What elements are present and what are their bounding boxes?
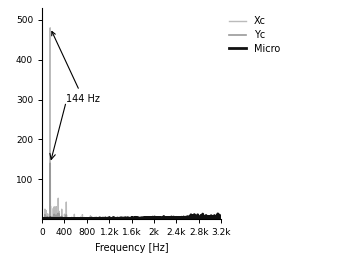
Yc (48, 162, 52, 165)
Micro (77, 217, 81, 220)
Text: 144 Hz: 144 Hz (52, 31, 100, 103)
Xc (181, 217, 185, 220)
Yc (217, 217, 221, 220)
Xc (192, 217, 196, 220)
Yc (219, 218, 223, 221)
Micro (192, 217, 196, 220)
Yc (181, 217, 185, 220)
Xc (154, 217, 158, 220)
Line: Micro: Micro (42, 214, 221, 219)
Xc (203, 218, 207, 221)
Micro (40, 218, 44, 221)
Xc (170, 218, 174, 221)
Yc (192, 218, 196, 221)
Yc (170, 218, 174, 221)
Micro (44, 218, 48, 221)
Yc (40, 218, 44, 221)
Yc (154, 217, 158, 220)
Micro (154, 216, 158, 219)
Line: Xc: Xc (42, 28, 221, 219)
Micro (170, 217, 174, 220)
Legend: Xc, Yc, Micro: Xc, Yc, Micro (225, 12, 284, 58)
Micro (219, 217, 223, 220)
X-axis label: Frequency [Hz]: Frequency [Hz] (95, 243, 168, 253)
Xc (77, 218, 81, 221)
Xc (217, 217, 221, 220)
Micro (181, 217, 185, 220)
Line: Yc: Yc (42, 163, 221, 219)
Micro (217, 217, 221, 220)
Yc (93, 218, 97, 221)
Xc (48, 26, 52, 29)
Yc (77, 217, 81, 220)
Xc (219, 218, 223, 221)
Xc (40, 218, 44, 221)
Micro (216, 212, 220, 215)
